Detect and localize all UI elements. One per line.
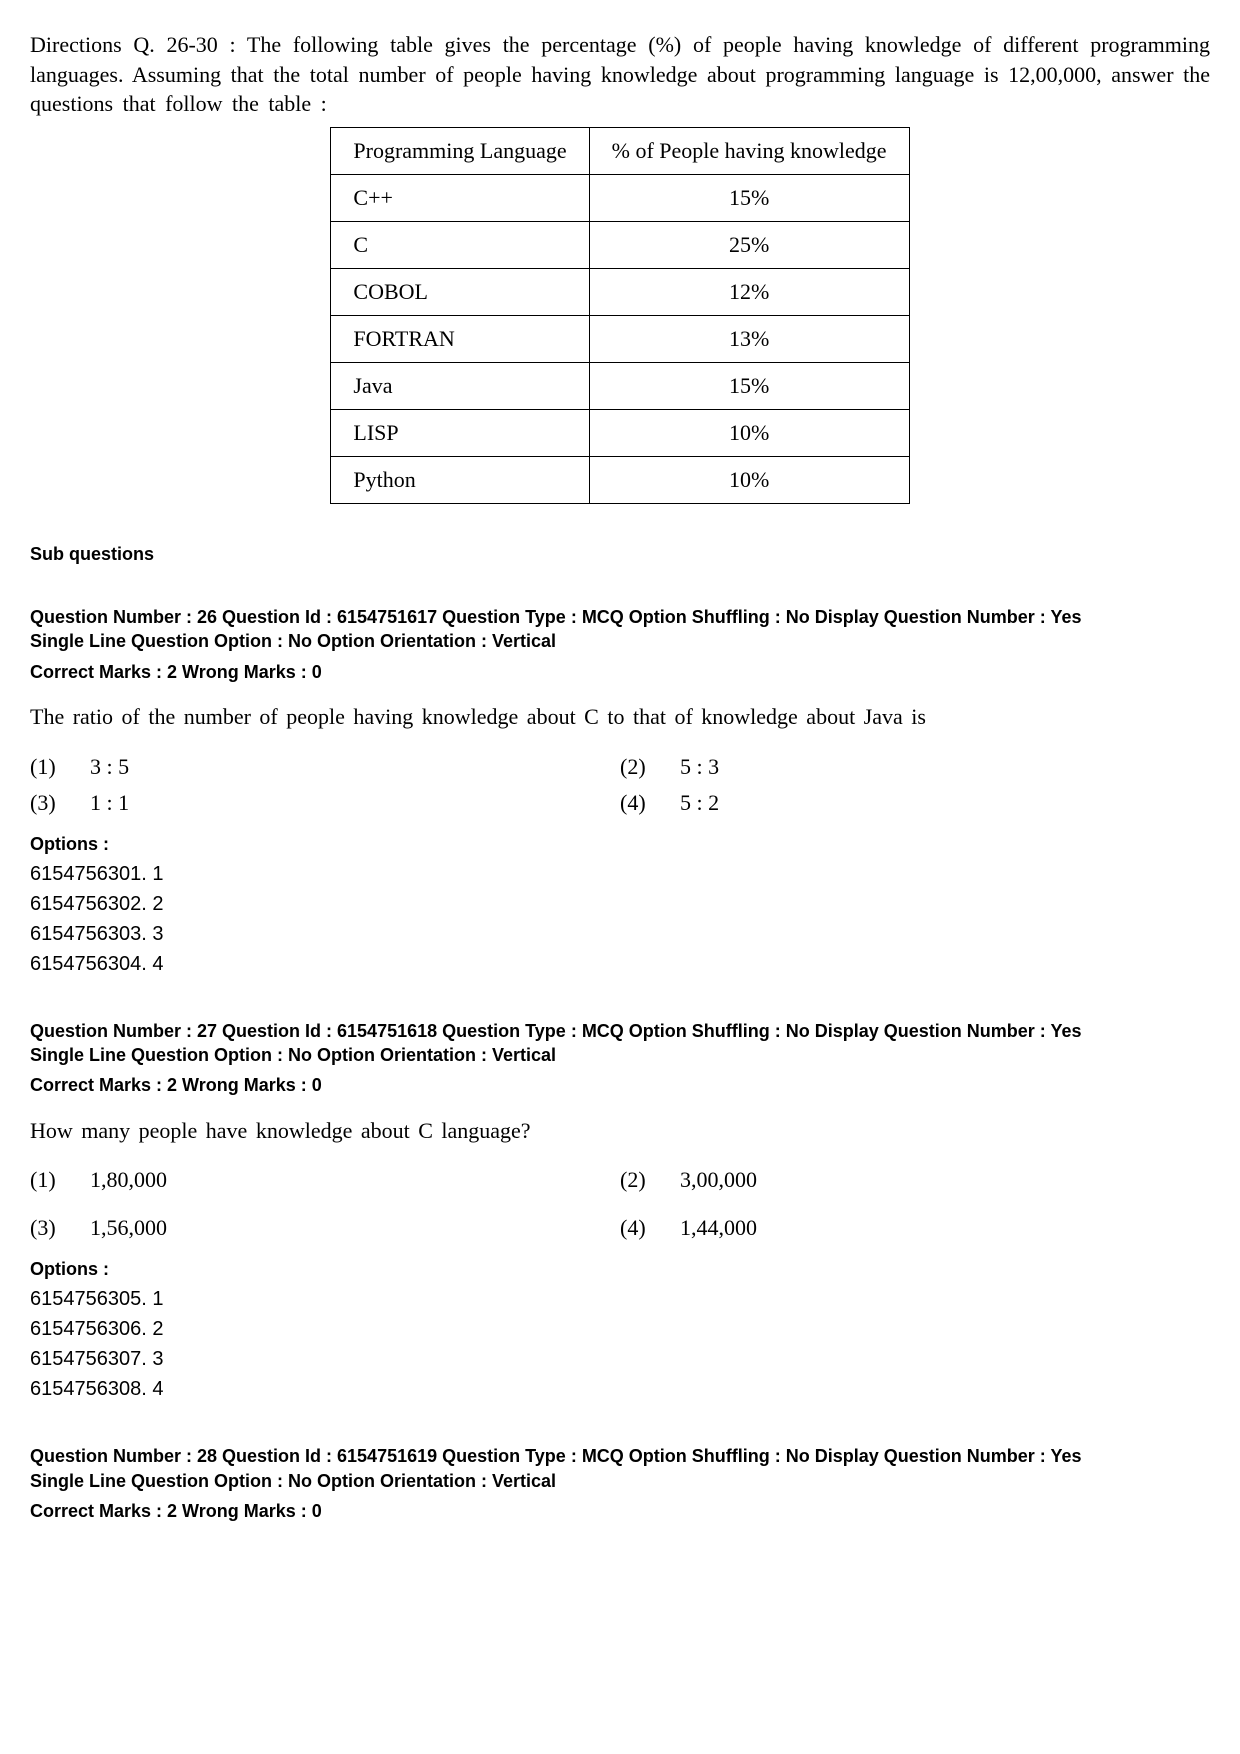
question-text: How many people have knowledge about C l… xyxy=(30,1116,1210,1146)
sub-questions-label: Sub questions xyxy=(30,544,1210,565)
option-ids: 6154756301. 1 6154756302. 2 6154756303. … xyxy=(30,859,1210,979)
option-value: 3 : 5 xyxy=(90,754,620,780)
option-number: (4) xyxy=(620,1215,680,1241)
option-id: 6154756303. 3 xyxy=(30,919,1210,949)
option-number: (3) xyxy=(30,790,90,816)
option-value: 5 : 2 xyxy=(680,790,1210,816)
question-options: (1)1,80,000 (2)3,00,000 (3)1,56,000 (4)1… xyxy=(30,1167,1210,1241)
table-row: LISP10% xyxy=(331,410,909,457)
option-value: 5 : 3 xyxy=(680,754,1210,780)
table-header-col2: % of People having knowledge xyxy=(589,128,909,175)
option-value: 3,00,000 xyxy=(680,1167,1210,1193)
question-block-28: Question Number : 28 Question Id : 61547… xyxy=(30,1444,1210,1523)
option-id: 6154756305. 1 xyxy=(30,1284,1210,1314)
table-cell: 12% xyxy=(589,269,909,316)
table-cell: C++ xyxy=(331,175,589,222)
question-meta: Question Number : 26 Question Id : 61547… xyxy=(30,605,1210,684)
table-cell: 10% xyxy=(589,457,909,504)
option-id: 6154756302. 2 xyxy=(30,889,1210,919)
question-meta-line: Question Number : 26 Question Id : 61547… xyxy=(30,605,1210,629)
table-row: FORTRAN13% xyxy=(331,316,909,363)
question-text: The ratio of the number of people having… xyxy=(30,702,1210,732)
table-cell: 10% xyxy=(589,410,909,457)
table-cell: COBOL xyxy=(331,269,589,316)
table-cell: FORTRAN xyxy=(331,316,589,363)
directions-text: Directions Q. 26-30 : The following tabl… xyxy=(30,30,1210,119)
option-id: 6154756307. 3 xyxy=(30,1344,1210,1374)
table-row: COBOL12% xyxy=(331,269,909,316)
option-value: 1,80,000 xyxy=(90,1167,620,1193)
option-id: 6154756308. 4 xyxy=(30,1374,1210,1404)
question-options: (1)3 : 5 (2)5 : 3 (3)1 : 1 (4)5 : 2 xyxy=(30,754,1210,816)
option-id: 6154756304. 4 xyxy=(30,949,1210,979)
table-header-col1: Programming Language xyxy=(331,128,589,175)
option-value: 1 : 1 xyxy=(90,790,620,816)
table-cell: Java xyxy=(331,363,589,410)
question-meta-line: Single Line Question Option : No Option … xyxy=(30,1043,1210,1067)
question-meta-line: Question Number : 27 Question Id : 61547… xyxy=(30,1019,1210,1043)
table-row: C25% xyxy=(331,222,909,269)
option-number: (3) xyxy=(30,1215,90,1241)
option-ids: 6154756305. 1 6154756306. 2 6154756307. … xyxy=(30,1284,1210,1404)
question-block-26: Question Number : 26 Question Id : 61547… xyxy=(30,605,1210,979)
question-meta-line: Question Number : 28 Question Id : 61547… xyxy=(30,1444,1210,1468)
question-meta: Question Number : 28 Question Id : 61547… xyxy=(30,1444,1210,1523)
question-meta-line: Single Line Question Option : No Option … xyxy=(30,629,1210,653)
programming-language-table: Programming Language % of People having … xyxy=(330,127,909,504)
option-value: 1,44,000 xyxy=(680,1215,1210,1241)
question-block-27: Question Number : 27 Question Id : 61547… xyxy=(30,1019,1210,1405)
table-cell: 25% xyxy=(589,222,909,269)
question-meta-line: Correct Marks : 2 Wrong Marks : 0 xyxy=(30,660,1210,684)
question-meta-line: Correct Marks : 2 Wrong Marks : 0 xyxy=(30,1499,1210,1523)
question-meta-line: Single Line Question Option : No Option … xyxy=(30,1469,1210,1493)
table-row: Java15% xyxy=(331,363,909,410)
option-id: 6154756306. 2 xyxy=(30,1314,1210,1344)
question-meta: Question Number : 27 Question Id : 61547… xyxy=(30,1019,1210,1098)
table-row: Python10% xyxy=(331,457,909,504)
table-cell: LISP xyxy=(331,410,589,457)
option-id: 6154756301. 1 xyxy=(30,859,1210,889)
table-row: C++15% xyxy=(331,175,909,222)
table-cell: 15% xyxy=(589,363,909,410)
options-label: Options : xyxy=(30,834,1210,855)
option-number: (1) xyxy=(30,754,90,780)
option-number: (1) xyxy=(30,1167,90,1193)
options-label: Options : xyxy=(30,1259,1210,1280)
table-cell: Python xyxy=(331,457,589,504)
table-cell: 15% xyxy=(589,175,909,222)
table-cell: 13% xyxy=(589,316,909,363)
option-number: (4) xyxy=(620,790,680,816)
table-cell: C xyxy=(331,222,589,269)
option-number: (2) xyxy=(620,754,680,780)
question-meta-line: Correct Marks : 2 Wrong Marks : 0 xyxy=(30,1073,1210,1097)
option-value: 1,56,000 xyxy=(90,1215,620,1241)
option-number: (2) xyxy=(620,1167,680,1193)
